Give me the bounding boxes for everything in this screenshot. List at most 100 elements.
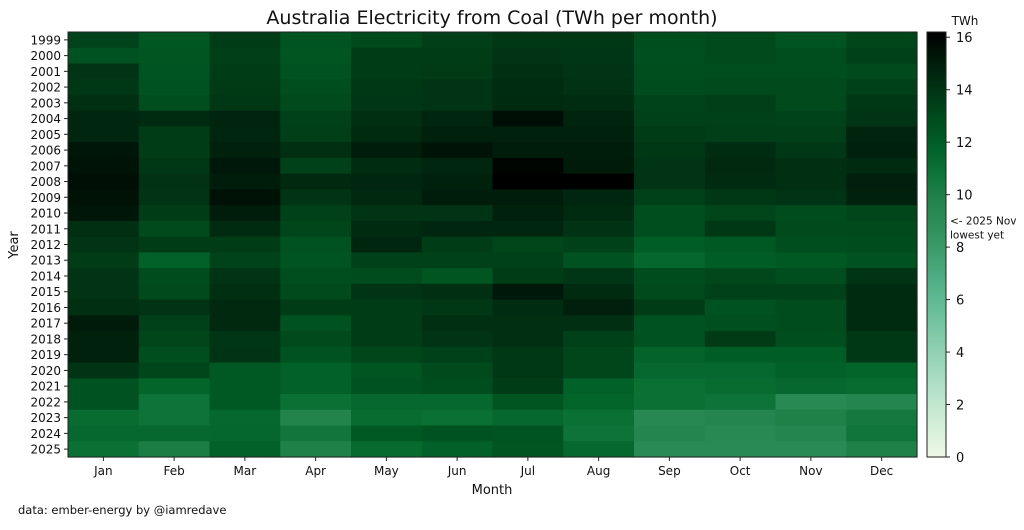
heatmap-cell <box>563 283 635 301</box>
heatmap-cell <box>421 189 494 206</box>
heatmap-cell <box>775 409 847 427</box>
heatmap-cell <box>68 173 140 191</box>
heatmap-cell <box>634 299 706 316</box>
x-tick-label: Feb <box>164 464 185 478</box>
heatmap-cell <box>68 425 140 442</box>
heatmap-cell <box>280 32 352 49</box>
heatmap-cell <box>492 94 564 112</box>
heatmap-cell <box>280 362 352 379</box>
y-tick-label: 2018 <box>30 332 61 346</box>
heatmap-cell <box>351 47 423 65</box>
heatmap-cell <box>138 94 211 112</box>
heatmap-cell <box>209 252 281 269</box>
x-tick-label: Jul <box>520 464 535 478</box>
heatmap-cell <box>280 409 352 427</box>
annotation-line-2: lowest yet <box>950 230 1004 242</box>
colorbar-label: TWh <box>951 14 979 28</box>
heatmap-cell <box>138 299 211 316</box>
heatmap-cell <box>563 394 635 411</box>
y-tick-label: 2010 <box>30 207 61 221</box>
heatmap-cell <box>209 378 281 395</box>
heatmap-cell <box>563 299 635 316</box>
colorbar-tick-label: 16 <box>956 31 973 46</box>
heatmap-cell <box>563 189 635 206</box>
heatmap-cell <box>280 189 352 206</box>
y-tick-label: 2022 <box>30 395 61 409</box>
heatmap-cell <box>421 252 494 269</box>
heatmap-cell <box>563 110 635 128</box>
heatmap-cell <box>68 441 140 458</box>
heatmap-cell <box>492 157 564 175</box>
heatmap-cell <box>492 394 564 411</box>
heatmap-cell <box>351 378 423 395</box>
heatmap-cell <box>68 205 140 222</box>
heatmap-cell <box>704 94 777 112</box>
heatmap-cell <box>351 441 423 458</box>
heatmap-cell <box>775 205 847 222</box>
heatmap-cell <box>775 94 847 112</box>
colorbar-tick-label: 10 <box>956 189 973 204</box>
heatmap-cell <box>351 362 423 379</box>
heatmap-cell <box>68 315 140 332</box>
heatmap-cell <box>775 425 847 442</box>
heatmap-cell <box>280 252 352 269</box>
heatmap-cell <box>351 79 423 96</box>
heatmap-cell <box>209 315 281 332</box>
heatmap-cell <box>421 268 494 285</box>
heatmap-cell <box>351 236 423 253</box>
heatmap-cell <box>704 315 777 332</box>
heatmap-cell <box>775 32 847 49</box>
heatmap-cell <box>351 110 423 128</box>
heatmap-cell <box>138 126 211 143</box>
heatmap-cell <box>138 362 211 379</box>
heatmap-cell <box>138 220 211 238</box>
heatmap-cell <box>351 173 423 191</box>
heatmap-cell <box>209 283 281 301</box>
heatmap-cell <box>775 220 847 238</box>
heatmap-cell <box>280 346 352 364</box>
heatmap-cell <box>421 110 494 128</box>
colorbar-tick-label: 4 <box>956 346 964 361</box>
heatmap-cell <box>775 315 847 332</box>
heatmap-cell <box>68 409 140 427</box>
heatmap-cell <box>634 205 706 222</box>
heatmap-cell <box>138 142 211 159</box>
heatmap-cell <box>209 331 281 348</box>
heatmap-cell <box>846 79 918 96</box>
heatmap-cell <box>209 173 281 191</box>
heatmap-cell <box>351 315 423 332</box>
heatmap-cell <box>634 362 706 379</box>
heatmap-cell <box>209 299 281 316</box>
heatmap-cell <box>421 346 494 364</box>
heatmap-cell <box>634 394 706 411</box>
colorbar-tick-label: 8 <box>956 241 964 256</box>
heatmap-cell <box>68 299 140 316</box>
heatmap-cell <box>209 205 281 222</box>
heatmap-cell <box>704 126 777 143</box>
heatmap-cell <box>209 220 281 238</box>
heatmap-cell <box>421 63 494 80</box>
heatmap-cell <box>846 362 918 379</box>
heatmap-cell <box>775 331 847 348</box>
heatmap-cell <box>563 205 635 222</box>
heatmap-cell <box>280 283 352 301</box>
annotation-line-1: <- 2025 Nov <box>950 216 1016 228</box>
heatmap-cell <box>492 47 564 65</box>
x-tick-label: Apr <box>305 464 326 478</box>
heatmap-cell <box>563 94 635 112</box>
heatmap-cell <box>421 331 494 348</box>
y-tick-label: 2021 <box>30 380 61 394</box>
colorbar-tick-label: 0 <box>956 451 964 466</box>
heatmap-cell <box>421 315 494 332</box>
heatmap-cell <box>492 63 564 80</box>
colorbar <box>926 31 947 458</box>
heatmap-cell <box>563 220 635 238</box>
heatmap-cell <box>351 94 423 112</box>
heatmap-cell <box>421 299 494 316</box>
heatmap-cell <box>68 362 140 379</box>
heatmap-cell <box>846 441 918 458</box>
heatmap-cell <box>704 220 777 238</box>
heatmap-cell <box>68 79 140 96</box>
heatmap-cell <box>68 142 140 159</box>
heatmap-cell <box>563 315 635 332</box>
